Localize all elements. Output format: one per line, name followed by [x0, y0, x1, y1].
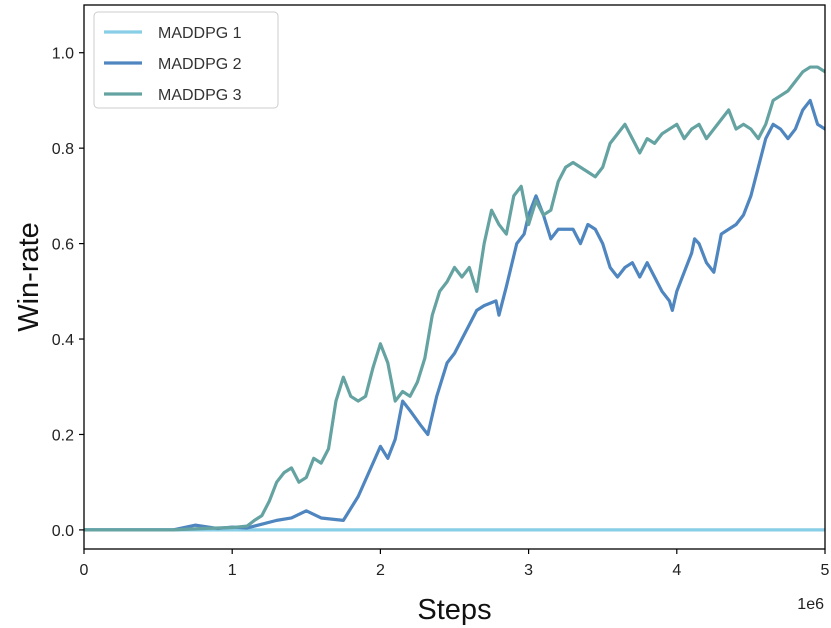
plot-area: [84, 65, 825, 532]
x-tick-label: 5: [821, 562, 830, 579]
axes: 0 1 2 3 4 5 0.0 0.2 0.4 0.6 0.8 1.0: [52, 4, 830, 579]
series-line-2: [84, 98, 825, 532]
y-tick-label: 0.0: [52, 523, 74, 540]
x-tick-label: 2: [376, 562, 385, 579]
x-tick-label: 1: [228, 562, 237, 579]
legend-label: MADDPG 1: [158, 25, 242, 42]
y-tick-label: 0.2: [52, 427, 74, 444]
x-tick-label: 0: [80, 562, 89, 579]
legend-box: [93, 11, 279, 109]
legend: MADDPG 1 MADDPG 2 MADDPG 3: [93, 11, 279, 109]
legend-label: MADDPG 2: [158, 56, 242, 73]
x-tick-label: 3: [524, 562, 533, 579]
x-axis-offset-label: 1e6: [797, 596, 824, 613]
plot-frame: [83, 4, 826, 550]
y-tick-label: 0.8: [52, 141, 74, 158]
x-axis-label: Steps: [417, 594, 491, 626]
y-axis-label: Win-rate: [13, 222, 45, 332]
y-tick-label: 1.0: [52, 46, 74, 63]
series-line-3: [84, 65, 825, 532]
x-tick-label: 4: [672, 562, 681, 579]
legend-label: MADDPG 3: [158, 87, 242, 104]
y-tick-label: 0.4: [52, 332, 74, 349]
y-tick-label: 0.6: [52, 237, 74, 254]
